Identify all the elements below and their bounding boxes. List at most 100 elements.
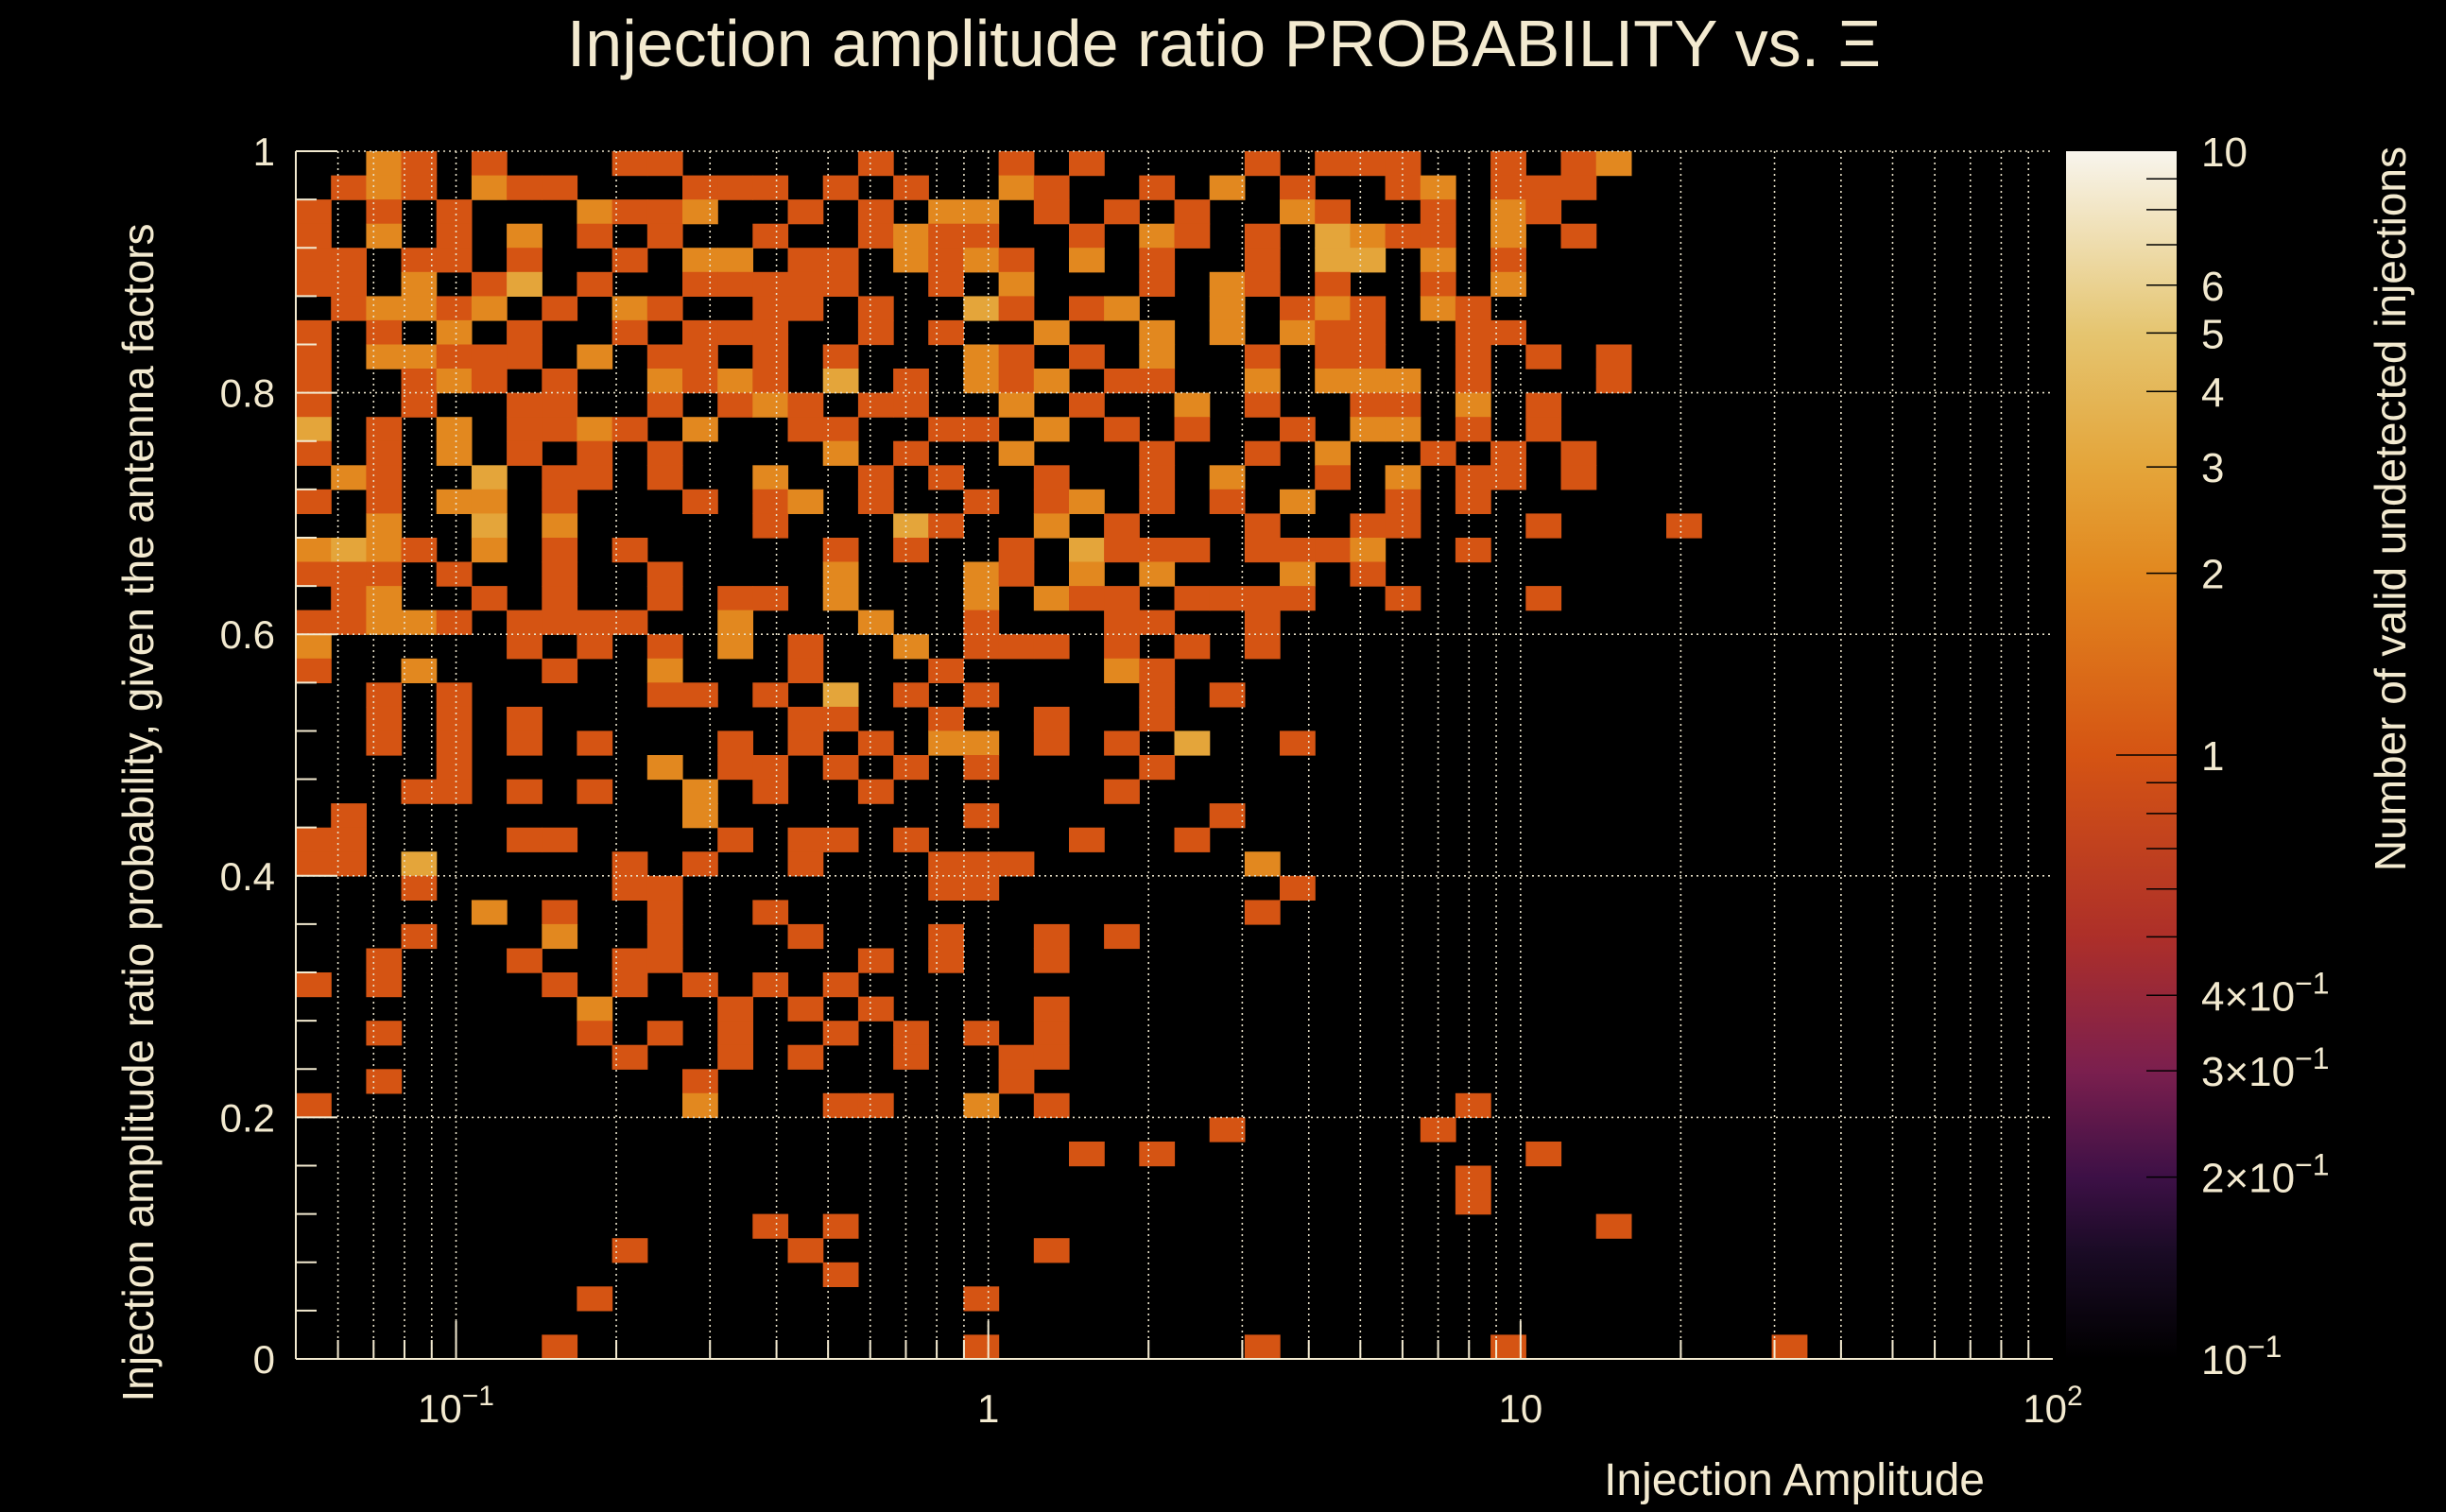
heatmap-cell <box>928 706 964 732</box>
heatmap-cell <box>1455 369 1491 394</box>
heatmap-cell <box>542 392 578 418</box>
heatmap-cell <box>928 199 964 225</box>
colorbar-tick-label: 10−1 <box>2201 1330 2282 1383</box>
heatmap-cell <box>436 779 473 804</box>
heatmap-cell <box>1209 271 1246 297</box>
heatmap-cell <box>1490 175 1526 200</box>
heatmap-cell <box>1104 586 1140 611</box>
heatmap-cell <box>822 440 859 466</box>
heatmap-cell <box>296 319 332 346</box>
heatmap-cell <box>1525 417 1562 442</box>
heatmap-cell <box>787 271 824 297</box>
heatmap-cell <box>1209 465 1246 490</box>
heatmap-cell <box>507 706 543 732</box>
heatmap-cell <box>1139 538 1176 563</box>
heatmap-cell <box>1104 369 1140 394</box>
heatmap-cell <box>752 296 789 321</box>
heatmap-cell <box>577 996 613 1022</box>
heatmap-cell <box>1280 417 1316 442</box>
heatmap-cell <box>1315 223 1351 249</box>
heatmap-cell <box>331 851 367 877</box>
heatmap-cell <box>542 489 578 514</box>
heatmap-cell <box>1455 465 1491 490</box>
heatmap-cell <box>366 730 403 756</box>
heatmap-cell <box>963 248 1000 273</box>
heatmap-cell <box>893 248 929 273</box>
heatmap-cell <box>1455 417 1491 442</box>
heatmap-cell <box>542 417 578 442</box>
heatmap-cell <box>577 344 613 369</box>
heatmap-cell <box>1560 175 1597 200</box>
heatmap-cell <box>1139 682 1176 708</box>
heatmap-cell <box>682 851 718 877</box>
heatmap-cell <box>682 344 718 369</box>
heatmap-cell <box>1069 586 1105 611</box>
heatmap-cell <box>1244 538 1281 563</box>
heatmap-cell <box>1069 561 1105 587</box>
heatmap-cell <box>1455 319 1491 346</box>
heatmap-cell <box>577 271 613 297</box>
heatmap-cell <box>1033 1092 1070 1118</box>
heatmap-cell <box>366 296 403 321</box>
heatmap-cell <box>787 827 824 852</box>
heatmap-cell <box>471 151 508 177</box>
heatmap-cell <box>682 417 718 442</box>
heatmap-cell <box>1174 827 1211 852</box>
heatmap-cell <box>1104 923 1140 950</box>
y-axis-title: Injection amplitude ratio probability, g… <box>113 223 163 1401</box>
heatmap-cell <box>857 319 894 346</box>
heatmap-cell <box>928 730 964 756</box>
heatmap-cell <box>436 755 473 781</box>
heatmap-cell <box>436 369 473 394</box>
heatmap-cell <box>646 369 683 394</box>
heatmap-cell <box>1139 561 1176 587</box>
heatmap-cell <box>682 1092 718 1118</box>
heatmap-cell <box>542 465 578 490</box>
heatmap-cell <box>436 730 473 756</box>
heatmap-cell <box>1350 513 1387 539</box>
heatmap-cell <box>928 223 964 249</box>
heatmap-cell <box>787 296 824 321</box>
heatmap-cell <box>646 900 683 925</box>
axes: 0 0.2 0.4 0.6 0.8 1 10−1 1 10 102 <box>220 129 2083 1431</box>
heatmap-cell <box>1033 996 1070 1022</box>
heatmap-cell <box>857 223 894 249</box>
heatmap-cell <box>646 199 683 225</box>
heatmap-cell <box>1455 1190 1491 1215</box>
heatmap-cell <box>1033 706 1070 732</box>
heatmap-cell <box>366 489 403 514</box>
heatmap-cell <box>1595 151 1632 177</box>
heatmap-cell <box>1455 296 1491 321</box>
heatmap-cell <box>1209 175 1246 200</box>
heatmap-cell <box>752 779 789 804</box>
heatmap-cell <box>752 175 789 200</box>
heatmap-cell <box>963 851 1000 877</box>
heatmap-cell <box>1350 296 1387 321</box>
heatmap-cell <box>296 1092 332 1118</box>
heatmap-cell <box>646 465 683 490</box>
heatmap-cell <box>682 199 718 225</box>
heatmap-cell <box>1174 538 1211 563</box>
heatmap-cell <box>1033 199 1070 225</box>
heatmap-cell <box>612 538 648 563</box>
heatmap-cell <box>998 271 1035 297</box>
heatmap-cell <box>507 319 543 346</box>
heatmap-cell <box>822 248 859 273</box>
heatmap-cell <box>296 972 332 998</box>
heatmap-cell <box>471 586 508 611</box>
heatmap-cell <box>1560 223 1597 249</box>
heatmap-cell <box>717 175 753 200</box>
heatmap-cell <box>1280 296 1316 321</box>
heatmap-cell <box>1350 392 1387 418</box>
heatmap-cell <box>331 803 367 829</box>
heatmap-cell <box>1525 586 1562 611</box>
heatmap-cell <box>366 561 403 587</box>
heatmap-cell <box>1244 513 1281 539</box>
heatmap-cell <box>1174 392 1211 418</box>
heatmap-cell <box>1420 223 1456 249</box>
heatmap-cell <box>366 223 403 249</box>
heatmap-cell <box>366 1069 403 1094</box>
heatmap-cell <box>1104 658 1140 683</box>
heatmap-cell <box>646 923 683 950</box>
heatmap-cell <box>1139 248 1176 273</box>
